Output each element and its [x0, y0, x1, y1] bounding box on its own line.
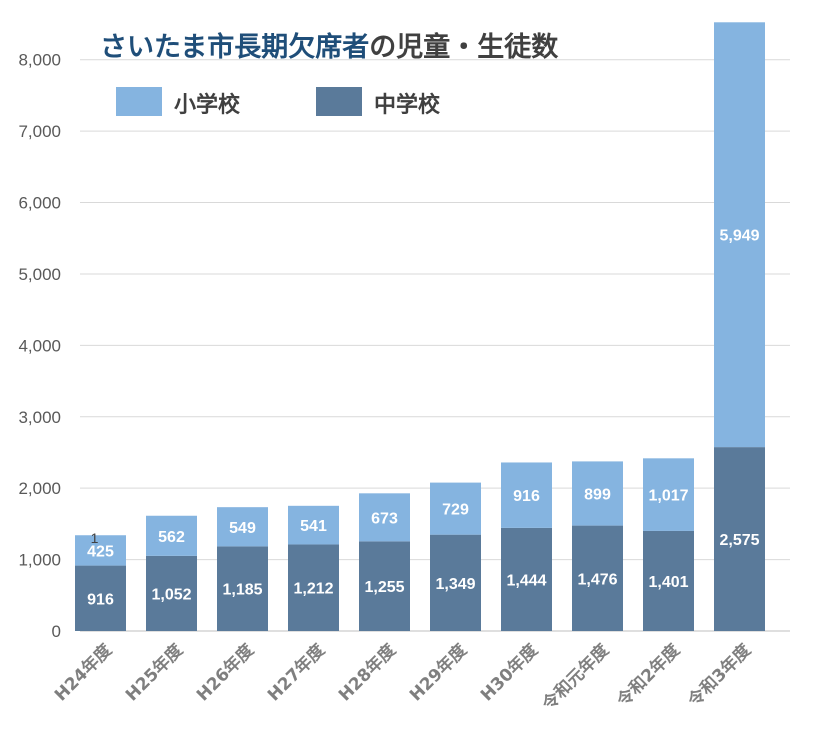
bar-junior-high [714, 447, 765, 631]
bar-junior-high [430, 534, 481, 631]
bar-elementary [430, 482, 481, 535]
x-axis: H24年度 H25年度 H26年度 H27年度 H28年度 H29年度 H30年度令和元年度… [50, 639, 755, 715]
x-tick-label: 令和2年度 [613, 639, 685, 711]
x-tick-label: H25年度 [121, 639, 187, 705]
y-tick-label: 6,000 [18, 194, 61, 213]
data-label-elementary: 673 [371, 510, 398, 527]
bar-elementary [359, 493, 410, 542]
bar-elementary [643, 458, 694, 531]
data-label-junior-high: 1,476 [577, 571, 617, 588]
bar-elementary [217, 507, 268, 547]
bar-junior-high [643, 530, 694, 631]
y-axis: 0 1,000 2,000 3,000 4,000 5,000 6,000 7,000 8,00… [18, 51, 61, 641]
bar-elementary [75, 535, 126, 566]
bar-junior-high [501, 527, 552, 631]
legend: 小学校 中学校 [116, 87, 441, 118]
chart-title-rest: の児童・生徒数 [369, 31, 559, 63]
chart-title-highlight: さいたま市長期欠席者 [100, 31, 369, 63]
data-label-elementary: 425 [87, 543, 114, 560]
bar-junior-high [359, 541, 410, 631]
bar-junior-high [288, 544, 339, 631]
x-tick-label: 令和元年度 [538, 639, 614, 715]
x-tick-label: H26年度 [192, 639, 258, 705]
y-tick-label: 2,000 [18, 479, 61, 498]
data-label-elementary: 541 [300, 518, 327, 535]
data-label-elementary: 1,017 [648, 488, 688, 505]
data-label-elementary: 5,949 [719, 228, 759, 245]
data-label-junior-high: 1,212 [293, 581, 333, 598]
data-label-junior-high: 1,185 [222, 582, 262, 599]
bar-elementary [501, 462, 552, 528]
data-label-elementary: 916 [513, 488, 540, 505]
x-tick-label: H29年度 [405, 639, 471, 705]
y-tick-label: 5,000 [18, 265, 61, 284]
chart-title: さいたま市長期欠席者の児童・生徒数 [100, 31, 559, 63]
data-label-junior-high: 916 [87, 591, 114, 608]
data-label-junior-high: 1,444 [506, 572, 546, 589]
data-label-junior-high: 2,575 [719, 532, 759, 549]
y-tick-label: 1,000 [18, 551, 61, 570]
data-label-elementary: 899 [584, 486, 611, 503]
data-label-elementary: 562 [158, 529, 185, 546]
y-tick-label: 3,000 [18, 408, 61, 427]
legend-swatch [316, 87, 362, 116]
bar-junior-high [572, 525, 623, 631]
y-tick-label: 4,000 [18, 336, 61, 355]
legend-label: 中学校 [374, 92, 441, 118]
data-label-junior-high: 1,052 [151, 586, 191, 603]
y-tick-label: 8,000 [18, 51, 61, 70]
legend-label: 小学校 [174, 92, 241, 118]
x-tick-label: 令和3年度 [684, 639, 756, 711]
bar-junior-high [217, 546, 268, 631]
bar-elementary [572, 461, 623, 526]
x-tick-label: H30年度 [476, 639, 542, 705]
data-label-junior-high: 1,401 [648, 574, 688, 591]
x-tick-label: H24年度 [50, 639, 116, 705]
data-label-junior-high: 1,349 [435, 576, 475, 593]
bar-elementary [146, 515, 197, 556]
data-label-junior-high: 1,255 [364, 579, 404, 596]
data-label-elementary: 729 [442, 502, 469, 519]
x-tick-label: H28年度 [334, 639, 400, 705]
extra-data-label: 1 [91, 530, 99, 546]
x-tick-label: H27年度 [263, 639, 329, 705]
bar-junior-high [146, 555, 197, 631]
legend-swatch [116, 87, 162, 116]
data-label-elementary: 549 [229, 520, 256, 537]
bar-elementary [288, 505, 339, 545]
y-tick-label: 7,000 [18, 122, 61, 141]
bar-elementary [714, 22, 765, 448]
bar-junior-high [75, 565, 126, 631]
y-tick-label: 0 [52, 622, 61, 641]
